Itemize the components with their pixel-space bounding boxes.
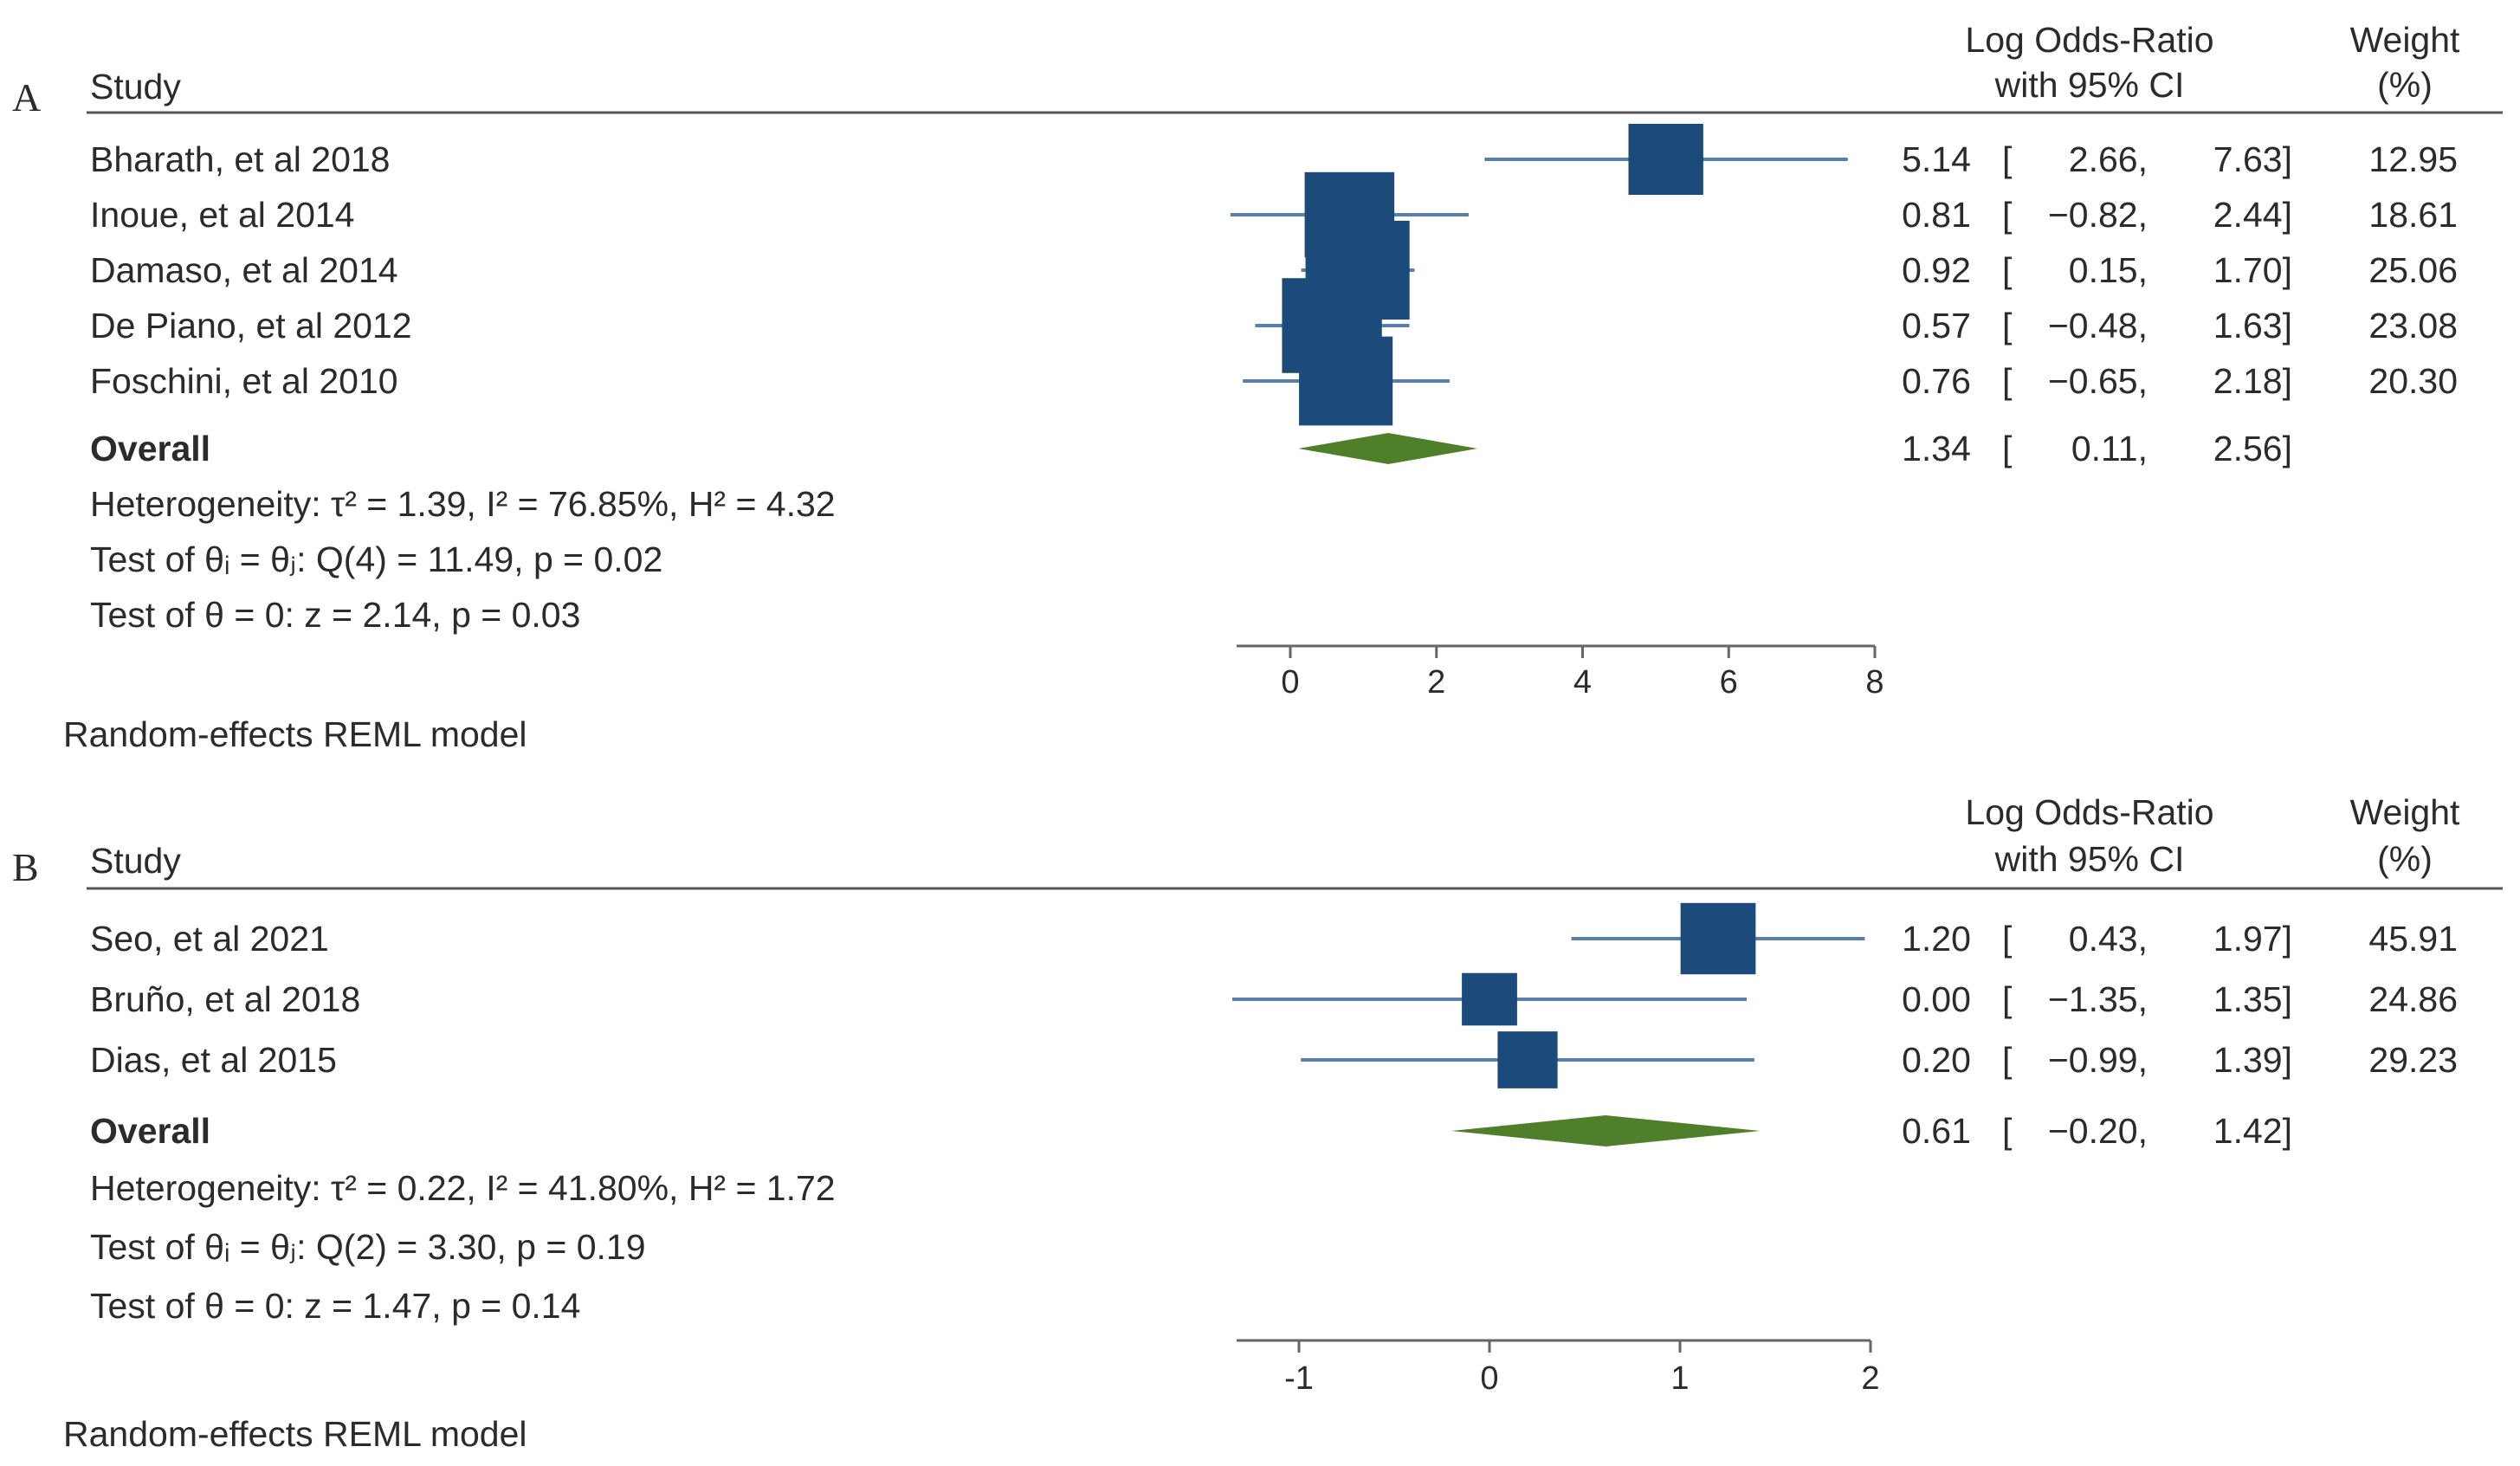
- overall-ci-lower: −0.20,: [2048, 1111, 2148, 1151]
- x-axis-tick-label: 4: [1573, 664, 1592, 701]
- marks-b: Seo, et al 2021 1.20 [0.43, 1.97] 45.91 Bruño…: [90, 902, 2458, 1397]
- point-estimate-box: [1299, 336, 1393, 426]
- panel-letter-a: A: [12, 75, 41, 119]
- weight-value: 23.08: [2368, 306, 2458, 346]
- point-estimate-box: [1462, 972, 1517, 1026]
- ci-open-bracket: [: [2002, 979, 2013, 1019]
- overall-ci-lower: 0.11,: [2071, 429, 2148, 468]
- study-header: Study: [90, 841, 181, 881]
- ci-lower-value: −0.82,: [2048, 195, 2148, 235]
- estimate-value: 0.57: [1902, 306, 1971, 346]
- ci-lower-value: −0.99,: [2048, 1040, 2148, 1080]
- ci-upper-value: 1.70]: [2213, 250, 2292, 290]
- estimate-value: 0.76: [1902, 361, 1971, 401]
- x-axis-tick-label: 2: [1427, 664, 1445, 701]
- ci-open-bracket: [: [2002, 361, 2013, 401]
- x-axis-tick-label: 0: [1281, 664, 1299, 701]
- study-header: Study: [90, 67, 181, 107]
- study-name: Bruño, et al 2018: [90, 979, 360, 1019]
- x-axis-tick-label: 2: [1861, 1360, 1879, 1397]
- ci-lower-value: −0.65,: [2048, 361, 2148, 401]
- estimate-value: 0.92: [1902, 250, 1971, 290]
- study-name: Dias, et al 2015: [90, 1040, 337, 1080]
- ci-lower-value: −0.48,: [2048, 306, 2148, 346]
- estimate-value: 1.20: [1902, 919, 1971, 959]
- test-theta-text: Test of θᵢ = θⱼ: Q(2) = 3.30, p = 0.19: [90, 1227, 646, 1267]
- x-axis-tick-label: 1: [1670, 1360, 1689, 1397]
- model-note: Random-effects REML model: [63, 1414, 527, 1454]
- ci-upper-value: 2.44]: [2213, 195, 2292, 235]
- x-axis-tick-label: 8: [1865, 664, 1884, 701]
- ci-upper-value: 1.35]: [2213, 979, 2292, 1019]
- test-theta-text: Test of θᵢ = θⱼ: Q(4) = 11.49, p = 0.02: [90, 539, 662, 579]
- ci-open-bracket: [: [2002, 429, 2013, 468]
- overall-diamond: [1298, 433, 1477, 464]
- ci-upper-value: 1.63]: [2213, 306, 2292, 346]
- weight-header-line2: (%): [2377, 65, 2433, 105]
- heterogeneity-text: Heterogeneity: τ² = 1.39, I² = 76.85%, H…: [90, 484, 836, 524]
- overall-ci-upper: 2.56]: [2213, 429, 2292, 468]
- study-name: Foschini, et al 2010: [90, 361, 398, 401]
- ci-lower-value: −1.35,: [2048, 979, 2148, 1019]
- effect-header-line1: Log Odds-Ratio: [1965, 792, 2213, 832]
- weight-value: 12.95: [2368, 139, 2458, 179]
- ci-upper-value: 7.63]: [2213, 139, 2292, 179]
- test-zero-text: Test of θ = 0: z = 2.14, p = 0.03: [90, 595, 580, 635]
- study-name: Damaso, et al 2014: [90, 250, 398, 290]
- overall-ci-upper: 1.42]: [2213, 1111, 2292, 1151]
- study-name: De Piano, et al 2012: [90, 306, 412, 346]
- estimate-value: 0.81: [1902, 195, 1971, 235]
- panel-b: B Study Log Odds-Ratio with 95% CI Weigh…: [12, 792, 2503, 1454]
- estimate-value: 0.00: [1902, 979, 1971, 1019]
- effect-header-line2: with 95% CI: [1994, 839, 2185, 879]
- overall-label: Overall: [90, 429, 210, 468]
- estimate-value: 5.14: [1902, 139, 1971, 179]
- weight-value: 24.86: [2368, 979, 2458, 1019]
- test-zero-text: Test of θ = 0: z = 1.47, p = 0.14: [90, 1286, 580, 1326]
- weight-value: 18.61: [2368, 195, 2458, 235]
- x-axis-tick-label: 6: [1720, 664, 1738, 701]
- x-axis-tick-label: 0: [1480, 1360, 1498, 1397]
- effect-header-line2: with 95% CI: [1994, 65, 2185, 105]
- overall-label: Overall: [90, 1111, 210, 1151]
- ci-upper-value: 2.18]: [2213, 361, 2292, 401]
- ci-upper-value: 1.39]: [2213, 1040, 2292, 1080]
- ci-lower-value: 0.15,: [2069, 250, 2148, 290]
- study-name: Inoue, et al 2014: [90, 195, 354, 235]
- model-note: Random-effects REML model: [63, 714, 527, 754]
- estimate-value: 0.20: [1902, 1040, 1971, 1080]
- weight-value: 29.23: [2368, 1040, 2458, 1080]
- weight-value: 20.30: [2368, 361, 2458, 401]
- ci-open-bracket: [: [2002, 1040, 2013, 1080]
- overall-estimate-value: 1.34: [1902, 429, 1971, 468]
- x-axis-tick-label: -1: [1284, 1360, 1314, 1397]
- study-name: Bharath, et al 2018: [90, 139, 390, 179]
- ci-lower-value: 2.66,: [2069, 139, 2148, 179]
- panel-a: A Study Log Odds-Ratio with 95% CI Weigh…: [12, 20, 2503, 754]
- point-estimate-box: [1628, 123, 1703, 196]
- heterogeneity-text: Heterogeneity: τ² = 0.22, I² = 41.80%, H…: [90, 1168, 836, 1208]
- overall-estimate-value: 0.61: [1902, 1111, 1971, 1151]
- ci-open-bracket: [: [2002, 139, 2013, 179]
- ci-upper-value: 1.97]: [2213, 919, 2292, 959]
- point-estimate-box: [1497, 1031, 1558, 1088]
- weight-header-line1: Weight: [2350, 20, 2460, 60]
- overall-diamond: [1451, 1115, 1761, 1146]
- ci-lower-value: 0.43,: [2069, 919, 2148, 959]
- study-name: Seo, et al 2021: [90, 919, 329, 959]
- ci-open-bracket: [: [2002, 195, 2013, 235]
- panel-letter-b: B: [12, 845, 39, 889]
- weight-header-line1: Weight: [2350, 792, 2460, 832]
- ci-open-bracket: [: [2002, 1111, 2013, 1151]
- weight-header-line2: (%): [2377, 839, 2433, 879]
- point-estimate-box: [1680, 902, 1756, 975]
- weight-value: 25.06: [2368, 250, 2458, 290]
- effect-header-line1: Log Odds-Ratio: [1965, 20, 2213, 60]
- ci-open-bracket: [: [2002, 250, 2013, 290]
- marks-a: Bharath, et al 2018 5.14 [2.66, 7.63] 12.95 I…: [90, 123, 2458, 701]
- weight-value: 45.91: [2368, 919, 2458, 959]
- ci-open-bracket: [: [2002, 919, 2013, 959]
- ci-open-bracket: [: [2002, 306, 2013, 346]
